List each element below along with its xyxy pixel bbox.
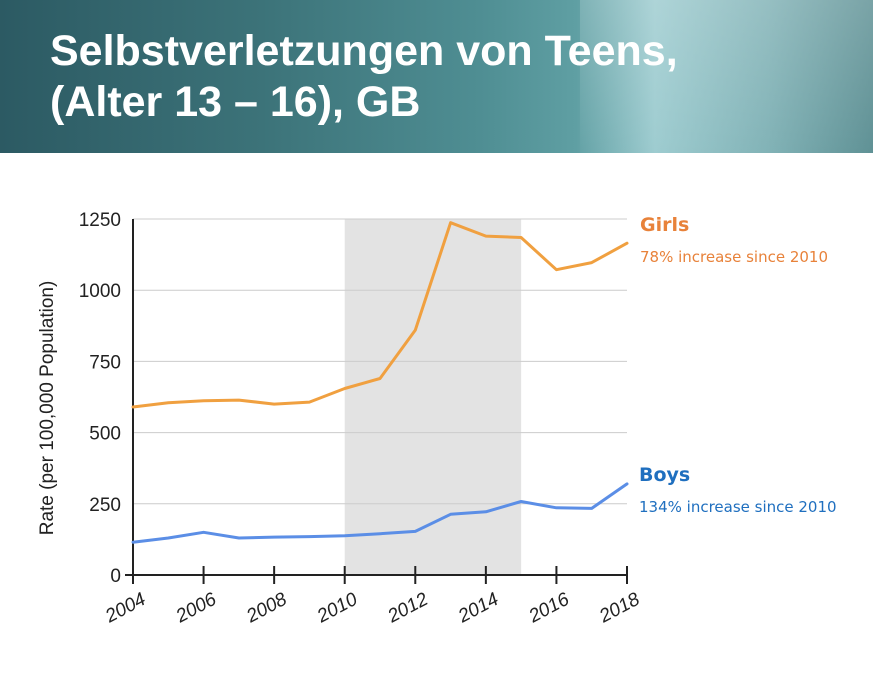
self-harm-chart: 0 250 500 750 1000 1250 2004 2006 2008 2010 2012 20… (37, 210, 837, 628)
y-tick-label: 1000 (79, 281, 121, 302)
y-tick-label: 1250 (79, 210, 121, 231)
title-line-1: Selbstverletzungen von Teens, (50, 27, 678, 75)
gridlines (133, 218, 627, 505)
x-tick-label: 2012 (384, 589, 432, 628)
y-tick-label: 250 (89, 495, 121, 516)
slide-header: Selbstverletzungen von Teens, (Alter 13 … (0, 0, 873, 153)
series-labels: Girls 78% increase since 2010 Boys 134% inc… (639, 214, 837, 516)
x-tick-label: 2018 (595, 589, 643, 628)
series-note-girls: 78% increase since 2010 (640, 248, 828, 266)
x-tick-label: 2008 (242, 589, 290, 628)
y-tick-label: 500 (89, 424, 121, 445)
header-sheen (580, 0, 873, 153)
y-axis-title: Rate (per 100,000 Population) (37, 281, 58, 536)
x-tick-label: 2014 (454, 589, 502, 628)
x-tick-label: 2010 (313, 589, 361, 628)
x-tick-label: 2004 (101, 589, 149, 628)
y-tick-label: 0 (110, 566, 121, 587)
y-tick-label: 750 (89, 352, 121, 373)
series-lines (131, 221, 629, 544)
title-line-2: (Alter 13 – 16), GB (50, 78, 421, 126)
axes (125, 219, 628, 584)
series-line-boys (131, 482, 629, 544)
series-name-girls: Girls (640, 214, 689, 236)
slide-title: Selbstverletzungen von Teens, (Alter 13 … (50, 26, 830, 128)
series-name-boys: Boys (639, 464, 690, 486)
x-tick-label: 2006 (172, 589, 220, 628)
x-tick-label: 2016 (525, 589, 573, 628)
series-line-girls (131, 221, 629, 409)
series-note-boys: 134% increase since 2010 (639, 498, 837, 516)
